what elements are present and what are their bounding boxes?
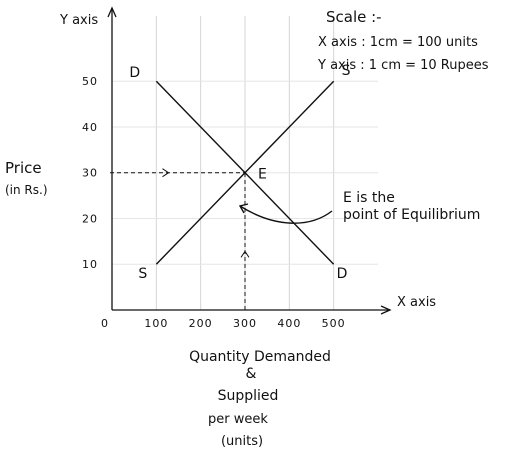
- scale-title: Scale :-: [326, 8, 382, 26]
- y-title-line-2: (in Rs.): [5, 183, 48, 197]
- x-tick-label-3: 300: [233, 317, 257, 330]
- scale-x-note: X axis : 1cm = 100 units: [318, 35, 478, 50]
- equilibrium-annotation-line-2: point of Equilibrium: [343, 207, 480, 223]
- x-title-line-2: &: [246, 366, 257, 382]
- demand-end-label: D: [337, 266, 348, 282]
- y-tick-label-4: 40: [82, 121, 98, 134]
- y-axis-arrowhead: [107, 6, 117, 18]
- supply-start-label: S: [138, 266, 147, 282]
- price-guide-arrowhead: [162, 168, 170, 178]
- annotation-arrowhead: [238, 203, 249, 214]
- y-tick-label-2: 20: [82, 212, 98, 225]
- x-tick-label-5: 500: [322, 317, 346, 330]
- x-tick-label-1: 100: [144, 317, 168, 330]
- equilibrium-label: E: [258, 167, 267, 183]
- y-tick-label-3: 30: [82, 167, 98, 180]
- y-tick-label-5: 50: [82, 75, 98, 88]
- scale-y-note: Y axis : 1 cm = 10 Rupees: [317, 58, 489, 73]
- quantity-guide-arrowhead: [240, 250, 250, 258]
- x-axis-arrowhead: [380, 305, 392, 315]
- demand-start-label: D: [129, 65, 140, 81]
- x-title-line-1: Quantity Demanded: [189, 349, 331, 365]
- x-tick-label-2: 200: [189, 317, 213, 330]
- y-axis-label: Y axis: [59, 13, 98, 28]
- x-title-line-4: per week: [208, 412, 268, 427]
- origin-label: 0: [101, 317, 109, 330]
- y-tick-label-1: 10: [82, 258, 98, 271]
- supply-end-label: S: [342, 63, 351, 79]
- x-tick-label-4: 400: [277, 317, 301, 330]
- x-title-line-5: (units): [221, 434, 263, 449]
- equilibrium-annotation-line-1: E is the: [343, 190, 395, 206]
- y-title-line-1: Price: [5, 159, 42, 177]
- x-title-line-3: Supplied: [218, 388, 279, 404]
- annotation-arrow: [239, 205, 333, 224]
- x-axis-label: X axis: [397, 295, 436, 310]
